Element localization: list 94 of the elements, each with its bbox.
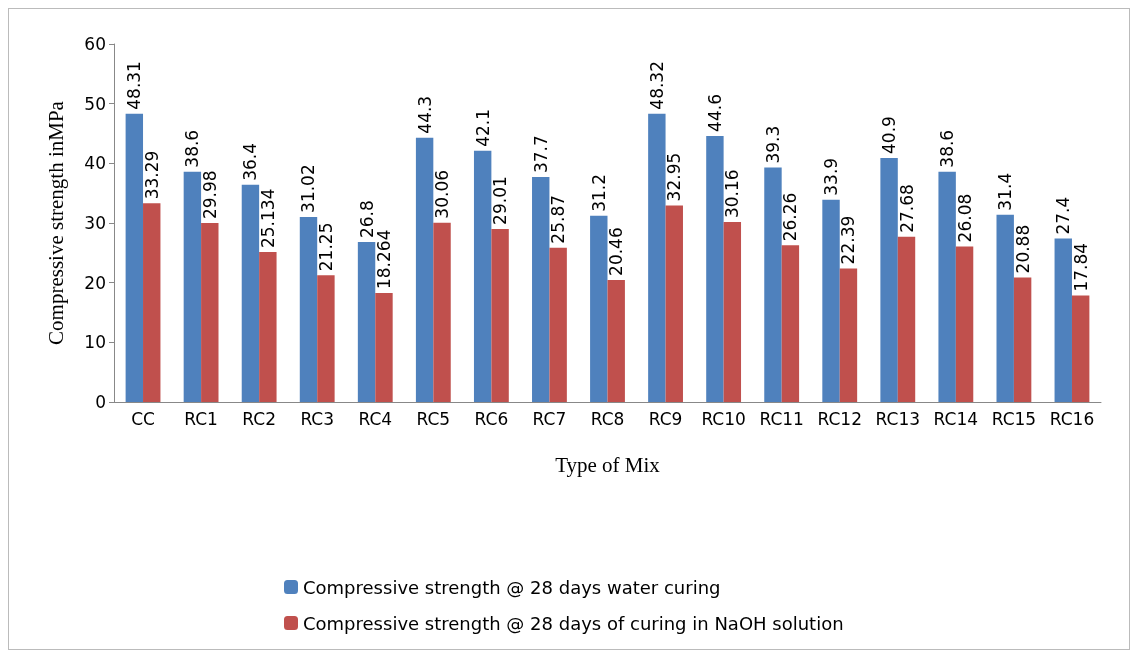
bar (607, 279, 625, 402)
bar (781, 245, 800, 402)
data-label: 17.84 (1070, 242, 1091, 292)
data-label: 48.32 (646, 61, 667, 110)
data-label: 40.9 (879, 116, 900, 154)
bar (201, 223, 219, 402)
y-tick-label: 40 (84, 153, 106, 174)
y-tick-label: 0 (95, 392, 106, 412)
data-label: 30.06 (432, 169, 453, 219)
x-tick-label: RC9 (648, 408, 683, 429)
bar (125, 113, 144, 402)
x-tick-label: RC1 (184, 408, 218, 429)
bar (822, 199, 840, 402)
x-tick-label: RC5 (416, 408, 451, 429)
data-label: 27.4 (1053, 196, 1074, 235)
bar (299, 216, 318, 402)
data-label: 44.6 (704, 94, 725, 132)
x-tick-label: RC3 (300, 408, 335, 429)
x-tick-label: RC12 (817, 408, 862, 429)
bar (665, 205, 683, 402)
data-label: 37.7 (530, 135, 551, 174)
data-label: 22.39 (838, 215, 859, 265)
data-label: 31.4 (995, 172, 1016, 211)
bar (357, 242, 376, 402)
data-label: 20.88 (1012, 224, 1033, 274)
data-label: 33.9 (821, 157, 842, 196)
x-tick-label: RC7 (532, 408, 567, 429)
data-label: 26.08 (954, 193, 975, 243)
y-tick-label: 10 (84, 332, 106, 353)
data-label: 31.02 (298, 164, 319, 213)
bar (473, 150, 492, 402)
y-axis-title: Compressive strength inMPa (43, 100, 68, 345)
y-tick-label: 20 (84, 272, 106, 293)
y-tick-label: 30 (84, 213, 106, 233)
x-tick-label: RC16 (1049, 408, 1095, 429)
data-label: 29.98 (199, 170, 220, 220)
bar (706, 135, 724, 402)
bar (183, 171, 202, 402)
bar (1054, 238, 1072, 402)
bar (532, 177, 550, 402)
x-axis-title: Type of Mix (555, 452, 661, 477)
bar (241, 184, 260, 402)
bar (317, 275, 335, 402)
x-tick-label: RC2 (242, 408, 276, 429)
data-label: 25.87 (548, 194, 569, 244)
data-label: 36.4 (240, 142, 261, 181)
data-label: 42.1 (472, 108, 493, 147)
x-tick-label: CC (131, 408, 155, 429)
bar (259, 252, 277, 402)
bar (491, 228, 509, 402)
bar (590, 215, 608, 402)
legend-label: Compressive strength @ 28 days water curing (303, 576, 721, 598)
x-tick-label: RC11 (759, 408, 804, 429)
data-label: 21.25 (315, 222, 336, 272)
x-tick-label: RC6 (474, 408, 509, 429)
bar (880, 157, 898, 402)
x-tick-label: RC4 (358, 408, 393, 429)
bar (839, 268, 858, 402)
bar (938, 171, 956, 402)
data-label: 30.16 (722, 169, 743, 219)
bar (415, 137, 434, 402)
y-tick-label: 60 (84, 34, 106, 54)
bar (648, 113, 666, 402)
x-tick-label: RC10 (701, 408, 746, 429)
data-label: 20.46 (606, 227, 627, 276)
legend-label: Compressive strength @ 28 days of curing in NaOH solution (303, 612, 844, 634)
bar (433, 222, 451, 402)
x-tick-label: RC15 (991, 408, 1037, 429)
bar (764, 167, 782, 402)
data-label: 29.01 (490, 176, 511, 225)
bar (955, 246, 974, 402)
bar (1071, 295, 1090, 402)
data-label: 31.2 (588, 173, 609, 212)
x-tick-label: RC13 (875, 408, 921, 429)
data-label: 39.3 (762, 125, 783, 164)
data-label: 25.134 (257, 188, 278, 249)
data-label: 44.3 (414, 95, 435, 134)
x-tick-label: RC14 (933, 408, 979, 429)
bar (996, 214, 1014, 402)
bar (549, 247, 567, 402)
bar (375, 293, 393, 402)
bar (1013, 277, 1032, 402)
bar (723, 222, 742, 402)
bar (897, 236, 916, 402)
data-label: 38.6 (182, 129, 203, 168)
data-label: 38.6 (937, 129, 958, 168)
bar (143, 203, 161, 402)
x-tick-label: RC8 (590, 408, 625, 429)
y-tick-label: 50 (84, 93, 106, 114)
data-label: 48.31 (124, 61, 145, 110)
data-label: 33.29 (141, 150, 162, 200)
data-label: 26.26 (780, 192, 801, 242)
data-label: 32.95 (664, 152, 685, 202)
data-label: 27.68 (896, 184, 917, 233)
